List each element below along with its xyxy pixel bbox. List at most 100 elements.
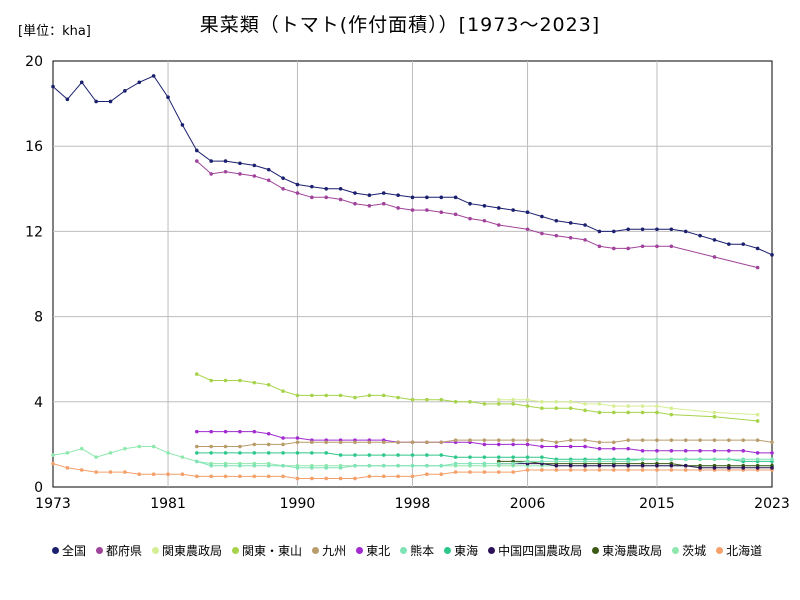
data-point [525, 227, 530, 232]
data-point [583, 444, 587, 449]
data-point [755, 438, 760, 442]
data-point [51, 84, 55, 89]
data-point [554, 468, 559, 472]
data-point [209, 378, 213, 383]
data-point [468, 470, 472, 474]
data-point [453, 470, 458, 474]
data-point [281, 176, 285, 180]
data-point [554, 400, 559, 404]
data-point [324, 440, 329, 445]
data-point [612, 459, 616, 464]
data-point [425, 463, 429, 468]
legend-item: 関東・東山 [232, 541, 302, 561]
data-point [410, 397, 415, 402]
data-point [381, 191, 386, 195]
data-point [626, 404, 630, 408]
data-point [367, 204, 372, 208]
legend-label: 茨城 [682, 543, 707, 558]
data-point [655, 448, 659, 453]
data-point [79, 468, 84, 472]
legend-label: 北海道 [726, 543, 763, 558]
data-point [281, 389, 285, 393]
data-point [381, 453, 386, 457]
legend-label: 東海 [454, 543, 479, 558]
data-point [310, 466, 314, 470]
data-point [540, 468, 544, 472]
data-point [195, 459, 199, 464]
data-point [209, 159, 213, 163]
y-tick-label: 16 [25, 139, 43, 155]
data-point [525, 397, 530, 402]
data-point [597, 229, 602, 234]
legend-label: 東北 [366, 543, 391, 558]
data-point [310, 476, 314, 481]
data-point [367, 193, 372, 197]
data-point [281, 436, 285, 440]
legend-item: 東海 [444, 541, 478, 561]
data-point [238, 172, 242, 176]
data-point [238, 463, 242, 468]
data-point [266, 463, 271, 468]
data-point [655, 438, 659, 442]
data-point [453, 438, 458, 442]
data-point [151, 472, 156, 477]
data-point [381, 463, 386, 468]
data-point [482, 461, 487, 466]
data-point [583, 238, 587, 242]
data-point [568, 406, 573, 410]
data-point [295, 466, 300, 470]
data-point [324, 466, 329, 470]
legend-marker [592, 547, 600, 554]
data-point [568, 235, 573, 240]
data-point [612, 446, 616, 451]
legend-item: 熊本 [400, 541, 434, 561]
legend-item: 北海道 [716, 541, 762, 561]
unit-label: [単位：kha] [18, 24, 91, 39]
data-point [439, 463, 444, 468]
data-point [252, 451, 257, 455]
data-point [468, 201, 472, 206]
legend-marker [400, 547, 408, 554]
data-point [353, 191, 357, 195]
data-point [439, 195, 444, 200]
data-point [540, 214, 544, 219]
data-point [209, 474, 213, 479]
data-point [496, 206, 501, 210]
data-point [597, 402, 602, 406]
data-point [425, 440, 429, 445]
data-point [338, 197, 343, 202]
data-point [712, 448, 717, 453]
data-point [295, 182, 300, 187]
x-tick-label: 2023 [754, 496, 790, 512]
data-point [683, 229, 688, 234]
data-point [511, 397, 515, 402]
x-tick-label: 1998 [395, 496, 431, 512]
data-point [252, 429, 257, 434]
legend-item: 関東農政局 [152, 541, 222, 561]
data-point [612, 404, 616, 408]
data-point [238, 429, 242, 434]
legend-marker [672, 547, 680, 554]
data-point [640, 410, 645, 415]
y-tick-label: 12 [25, 224, 43, 240]
data-point [511, 438, 515, 442]
data-point [252, 463, 257, 468]
data-point [755, 419, 760, 423]
data-point [655, 457, 659, 462]
data-point [410, 440, 415, 445]
data-point [727, 466, 731, 470]
data-point [640, 448, 645, 453]
data-point [238, 378, 242, 383]
data-point [770, 440, 774, 445]
data-point [453, 455, 458, 459]
data-point [612, 463, 616, 468]
data-point [266, 167, 271, 172]
data-point [281, 451, 285, 455]
data-point [525, 210, 530, 215]
data-point [597, 440, 602, 445]
data-point [727, 242, 731, 246]
data-point [712, 466, 717, 470]
legend-marker [96, 547, 104, 554]
data-point [683, 448, 688, 453]
data-point [554, 233, 559, 238]
